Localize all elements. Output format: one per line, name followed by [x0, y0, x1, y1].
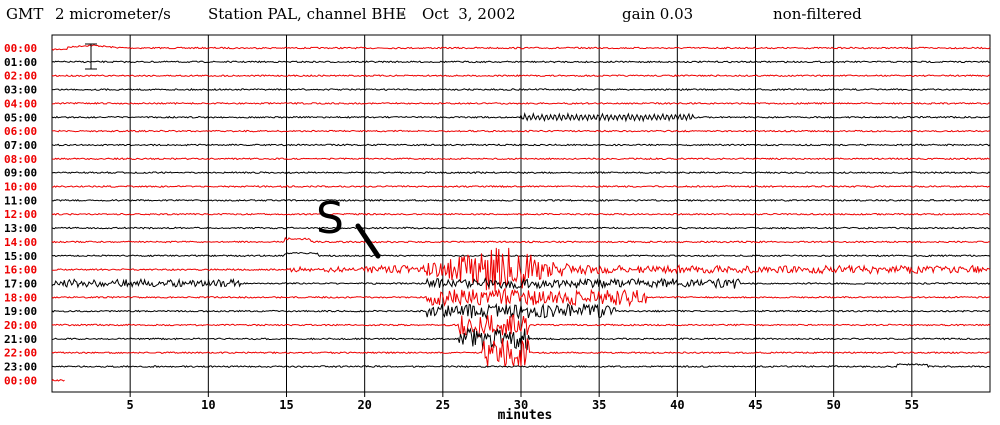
- trace-row-12: [51, 212, 991, 216]
- hour-label-2: 02:00: [4, 70, 37, 83]
- hour-label-16: 16:00: [4, 264, 37, 277]
- s-wave-annotation: S: [316, 193, 381, 259]
- hour-label-15: 15:00: [4, 250, 37, 263]
- hour-label-17: 17:00: [4, 277, 37, 290]
- trace-row-6: [51, 129, 991, 133]
- trace-row-8: [51, 157, 991, 161]
- hour-label-20: 20:00: [4, 319, 37, 332]
- hour-label-3: 03:00: [4, 84, 37, 97]
- x-tick-label-45: 45: [748, 398, 762, 412]
- x-axis-label: minutes: [498, 408, 553, 423]
- x-tick-label-15: 15: [279, 398, 293, 412]
- seismic-traces: [51, 44, 991, 382]
- hour-label-9: 09:00: [4, 167, 37, 180]
- hour-label-22: 22:00: [4, 347, 37, 360]
- x-tick-label-30: 30: [514, 398, 528, 412]
- header-date: Oct 3, 2002: [422, 5, 516, 23]
- x-tick-label-5: 5: [127, 398, 134, 412]
- trace-row-14: [51, 236, 990, 244]
- trace-row-18: [51, 287, 991, 308]
- x-tick-label-40: 40: [670, 398, 684, 412]
- x-tick-label-10: 10: [201, 398, 215, 412]
- scale-bar: [85, 43, 97, 70]
- hour-label-18: 18:00: [4, 291, 37, 304]
- hour-label-10: 10:00: [4, 181, 37, 194]
- trace-row-5: [51, 112, 991, 123]
- trace-row-17: [51, 277, 991, 290]
- hour-label-0: 00:00: [4, 42, 37, 55]
- header-scale: 2 micrometer/s: [55, 5, 171, 23]
- hour-label-19: 19:00: [4, 305, 37, 318]
- trace-row-7: [51, 143, 991, 147]
- header-timezone: GMT: [6, 5, 43, 23]
- hour-labels: 00:0001:0002:0003:0004:0005:0006:0007:00…: [4, 42, 37, 387]
- trace-row-2: [51, 74, 990, 78]
- hour-label-4: 04:00: [4, 97, 37, 110]
- hour-label-24: 00:00: [4, 374, 37, 387]
- x-axis-ticks: 5 10 15 20 25 30 35 40 45 50 55: [127, 392, 919, 412]
- trace-row-23: [51, 363, 991, 369]
- trace-row-9: [51, 171, 991, 175]
- trace-row-3: [51, 88, 990, 92]
- trace-row-1: [51, 60, 991, 64]
- trace-row-11: [51, 198, 991, 202]
- hour-label-7: 07:00: [4, 139, 37, 152]
- trace-row-20: [51, 314, 991, 337]
- hour-label-12: 12:00: [4, 208, 37, 221]
- trace-row-19: [51, 302, 991, 321]
- hour-label-11: 11:00: [4, 194, 37, 207]
- s-phase-label: S: [316, 193, 344, 244]
- hour-label-13: 13:00: [4, 222, 37, 235]
- trace-row-16: [51, 247, 991, 292]
- x-tick-label-20: 20: [357, 398, 371, 412]
- hour-label-8: 08:00: [4, 153, 37, 166]
- hour-label-5: 05:00: [4, 111, 37, 124]
- hour-label-14: 14:00: [4, 236, 37, 249]
- page-header: GMT 2 micrometer/s Station PAL, channel …: [6, 5, 862, 23]
- x-tick-label-55: 55: [905, 398, 919, 412]
- s-phase-pointer: [355, 223, 381, 259]
- hour-label-21: 21:00: [4, 333, 37, 346]
- trace-row-13: [51, 226, 991, 230]
- header-station: Station PAL, channel BHE: [208, 5, 406, 23]
- x-tick-label-50: 50: [826, 398, 840, 412]
- trace-row-21: [51, 326, 991, 351]
- trace-row-15: [51, 251, 991, 258]
- header-separator: -: [400, 5, 405, 23]
- x-tick-label-35: 35: [592, 398, 606, 412]
- trace-row-10: [51, 185, 990, 188]
- trace-row-4: [51, 101, 991, 105]
- header-filter: non-filtered: [773, 5, 862, 23]
- x-tick-label-25: 25: [436, 398, 450, 412]
- trace-row-24: [51, 378, 65, 382]
- trace-row-0: [51, 44, 991, 51]
- header-gain: gain 0.03: [622, 5, 693, 23]
- hour-label-23: 23:00: [4, 361, 37, 374]
- hour-label-1: 01:00: [4, 56, 37, 69]
- hour-label-6: 06:00: [4, 125, 37, 138]
